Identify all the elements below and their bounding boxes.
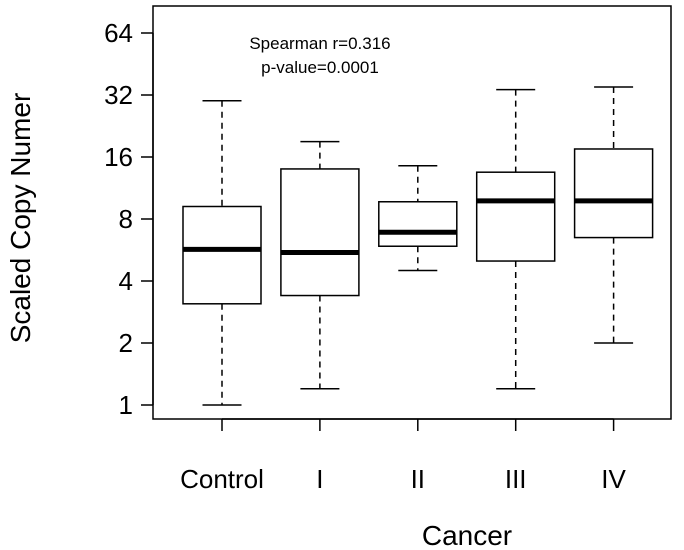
y-tick-label: 16 [104, 142, 133, 172]
x-tick-label: III [505, 464, 527, 494]
annotation-spearman: Spearman r=0.316 [249, 34, 390, 53]
x-tick-label: IV [601, 464, 626, 494]
box-group [378, 165, 458, 272]
box-group [475, 88, 556, 390]
x-tick-label: II [411, 464, 425, 494]
x-tick-label: Control [180, 464, 264, 494]
y-tick-label: 4 [119, 266, 133, 296]
box-iqr [182, 205, 262, 305]
x-axis-title: Cancer [422, 520, 512, 550]
box-iqr [475, 171, 556, 262]
y-tick-label: 8 [119, 204, 133, 234]
x-tick-label: I [316, 464, 323, 494]
box-group [182, 100, 262, 406]
box-iqr [573, 148, 654, 239]
y-tick-label: 2 [119, 328, 133, 358]
x-axis: Control I II III IV [180, 418, 627, 494]
boxes-layer [182, 86, 654, 406]
y-axis-title: Scaled Copy Numer [5, 93, 36, 344]
box-iqr [280, 168, 360, 297]
annotation-p-value: p-value=0.0001 [261, 58, 379, 77]
y-axis: 1 2 4 8 16 32 64 [104, 18, 154, 420]
box-iqr [378, 201, 458, 247]
y-tick-label: 32 [104, 80, 133, 110]
box-group [573, 86, 654, 344]
y-tick-label: 1 [119, 390, 133, 420]
y-tick-label: 64 [104, 18, 133, 48]
box-group [280, 140, 360, 390]
